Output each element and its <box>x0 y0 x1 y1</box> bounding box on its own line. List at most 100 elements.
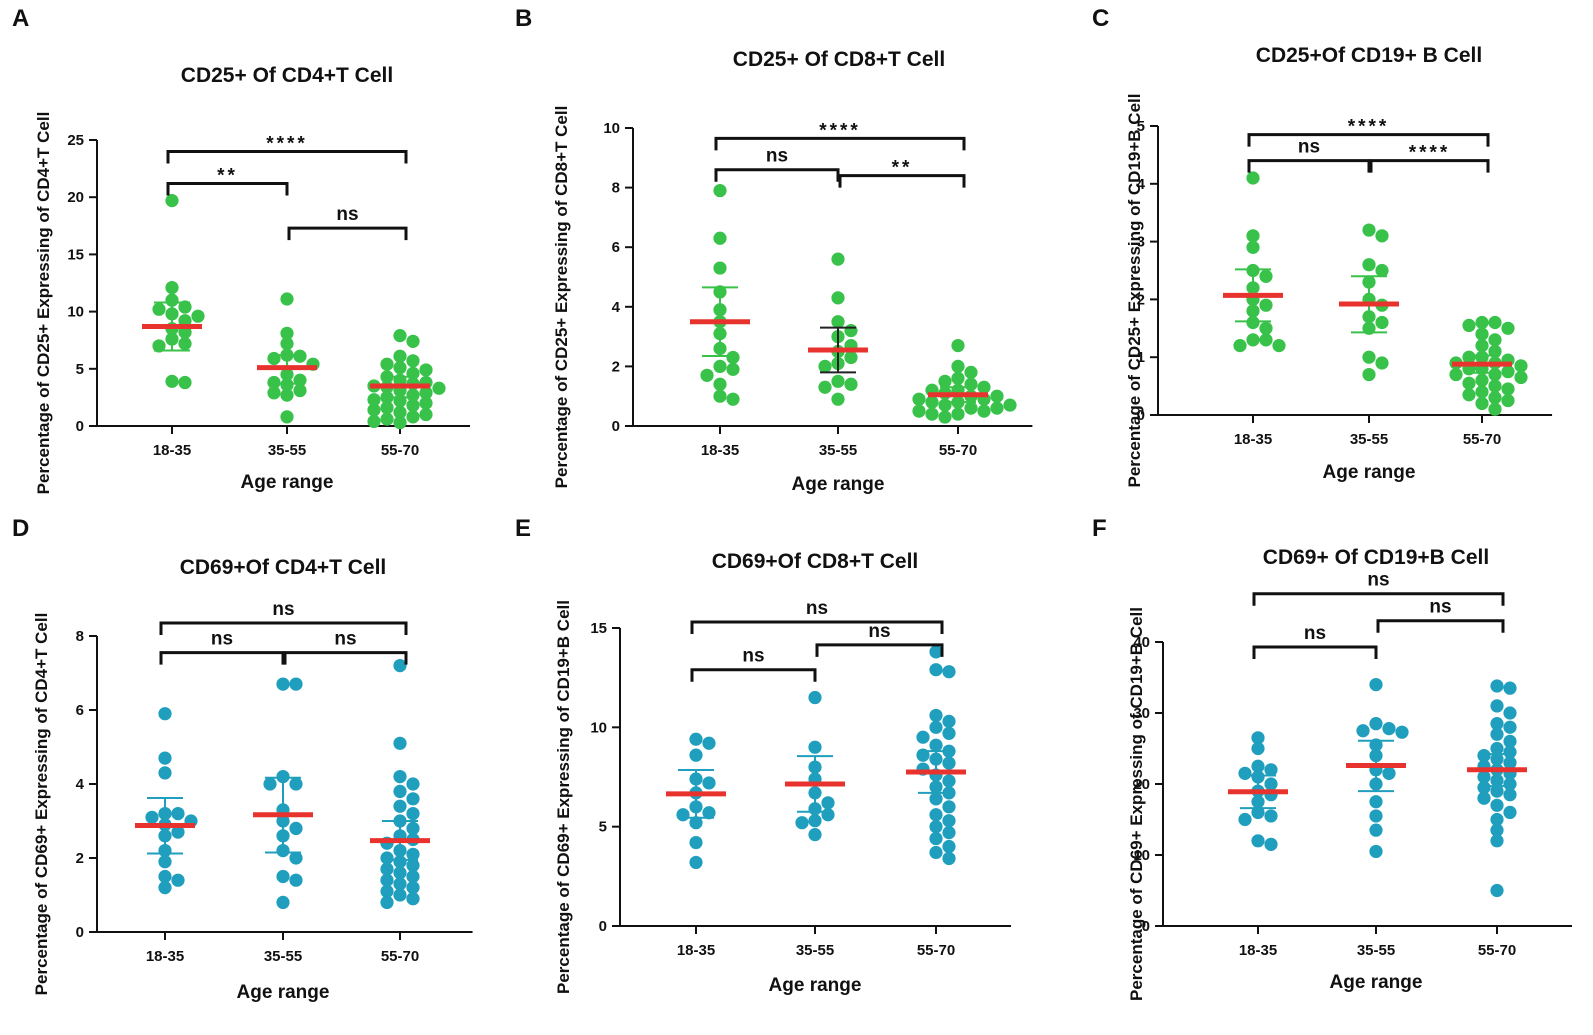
data-point <box>1514 359 1528 373</box>
data-point <box>158 766 172 780</box>
data-point <box>276 895 290 910</box>
data-point <box>393 405 407 419</box>
y-axis-label: Percentage of CD69+ Expressing of CD4+T … <box>32 613 51 996</box>
data-point <box>1462 350 1476 364</box>
data-point <box>689 835 703 850</box>
data-point <box>178 300 192 314</box>
data-point <box>380 862 394 876</box>
data-point <box>1488 367 1502 382</box>
data-point <box>1238 812 1252 827</box>
data-point <box>1490 823 1504 837</box>
x-tick-label: 55-70 <box>939 442 977 459</box>
x-axis-label: Age range <box>1330 972 1423 993</box>
data-point <box>942 714 956 728</box>
data-point <box>689 816 703 830</box>
y-tick-label: 6 <box>76 702 84 719</box>
significance-label: ns <box>868 621 890 642</box>
data-point <box>951 371 965 385</box>
data-point <box>1264 777 1278 791</box>
significance-bracket <box>690 620 944 635</box>
x-tick-label: 18-35 <box>677 942 715 959</box>
data-point <box>1503 805 1517 820</box>
data-point <box>929 792 943 806</box>
significance-label: ns <box>336 204 358 225</box>
panel-label: C <box>1092 5 1109 32</box>
data-point <box>1490 883 1504 898</box>
data-point <box>821 796 835 810</box>
data-point <box>912 392 926 406</box>
data-point <box>726 362 740 376</box>
data-point <box>713 261 727 275</box>
chart-title: CD25+ Of CD8+T Cell <box>733 48 945 71</box>
data-point <box>1488 379 1502 393</box>
significance-bracket <box>714 136 966 151</box>
data-point <box>1251 759 1265 773</box>
data-point <box>165 293 179 307</box>
data-point <box>1375 315 1389 330</box>
data-point <box>818 359 832 373</box>
x-axis-label: Age range <box>769 975 862 996</box>
x-tick-label: 55-70 <box>917 942 955 959</box>
data-point <box>1251 731 1265 745</box>
data-point <box>1490 741 1504 756</box>
data-point <box>293 383 307 398</box>
chart-title: CD69+ Of CD19+B Cell <box>1263 546 1489 569</box>
data-point <box>393 361 407 375</box>
data-point <box>178 337 192 351</box>
panel-d: D CD69+Of CD4+T Cell 0 2 4 6 8 18-35 35-55 55-70 P… <box>12 515 473 1003</box>
data-point <box>942 851 956 866</box>
y-tick-label: 15 <box>67 246 84 263</box>
data-point <box>713 183 727 198</box>
panel-label: D <box>12 515 29 542</box>
data-point <box>406 410 420 424</box>
y-tick-label: 30 <box>1133 705 1150 722</box>
data-point <box>158 869 172 884</box>
y-tick-label: 10 <box>590 719 607 736</box>
data-point <box>1490 699 1504 713</box>
x-tick-label: 35-55 <box>268 442 306 459</box>
data-point <box>1503 777 1517 791</box>
data-point <box>165 374 179 388</box>
y-tick-label: 0 <box>1137 407 1145 424</box>
y-tick-label: 6 <box>612 239 620 256</box>
y-tick-label: 10 <box>67 304 84 321</box>
data-point <box>432 381 446 395</box>
data-point <box>1272 339 1286 353</box>
y-tick-label: 8 <box>76 628 84 645</box>
data-point <box>1462 376 1476 390</box>
data-point <box>276 770 290 784</box>
data-point <box>1490 834 1504 848</box>
data-point <box>1477 770 1491 784</box>
data-point <box>938 410 952 424</box>
data-point <box>702 806 716 820</box>
data-point <box>713 359 727 373</box>
y-tick-label: 10 <box>1133 847 1150 864</box>
data-point <box>393 877 407 891</box>
significance-bracket <box>1247 133 1490 147</box>
data-point <box>964 365 978 379</box>
x-tick-label: 55-70 <box>381 948 419 965</box>
data-point <box>1475 385 1489 399</box>
data-point <box>171 825 185 839</box>
data-point <box>1003 398 1017 412</box>
data-point <box>1490 727 1504 741</box>
x-tick-label: 35-55 <box>1350 431 1388 448</box>
y-axis-label: Percentage of CD25+ Expressing of CD19+B… <box>1125 94 1144 488</box>
data-point <box>1462 318 1476 333</box>
data-point <box>406 807 420 821</box>
data-point <box>1369 717 1383 731</box>
data-point <box>406 777 420 791</box>
data-point <box>419 396 433 410</box>
data-point <box>406 881 420 895</box>
y-tick-label: 3 <box>1137 234 1145 251</box>
data-point <box>1490 679 1504 693</box>
significance-label: ns <box>334 629 356 650</box>
significance-label: ns <box>1367 570 1389 591</box>
x-tick-label: 55-70 <box>1478 942 1516 959</box>
y-tick-label: 0 <box>1142 918 1150 935</box>
data-point <box>1259 298 1273 312</box>
data-point <box>808 828 822 842</box>
data-point <box>977 404 991 418</box>
data-point <box>1503 745 1517 759</box>
